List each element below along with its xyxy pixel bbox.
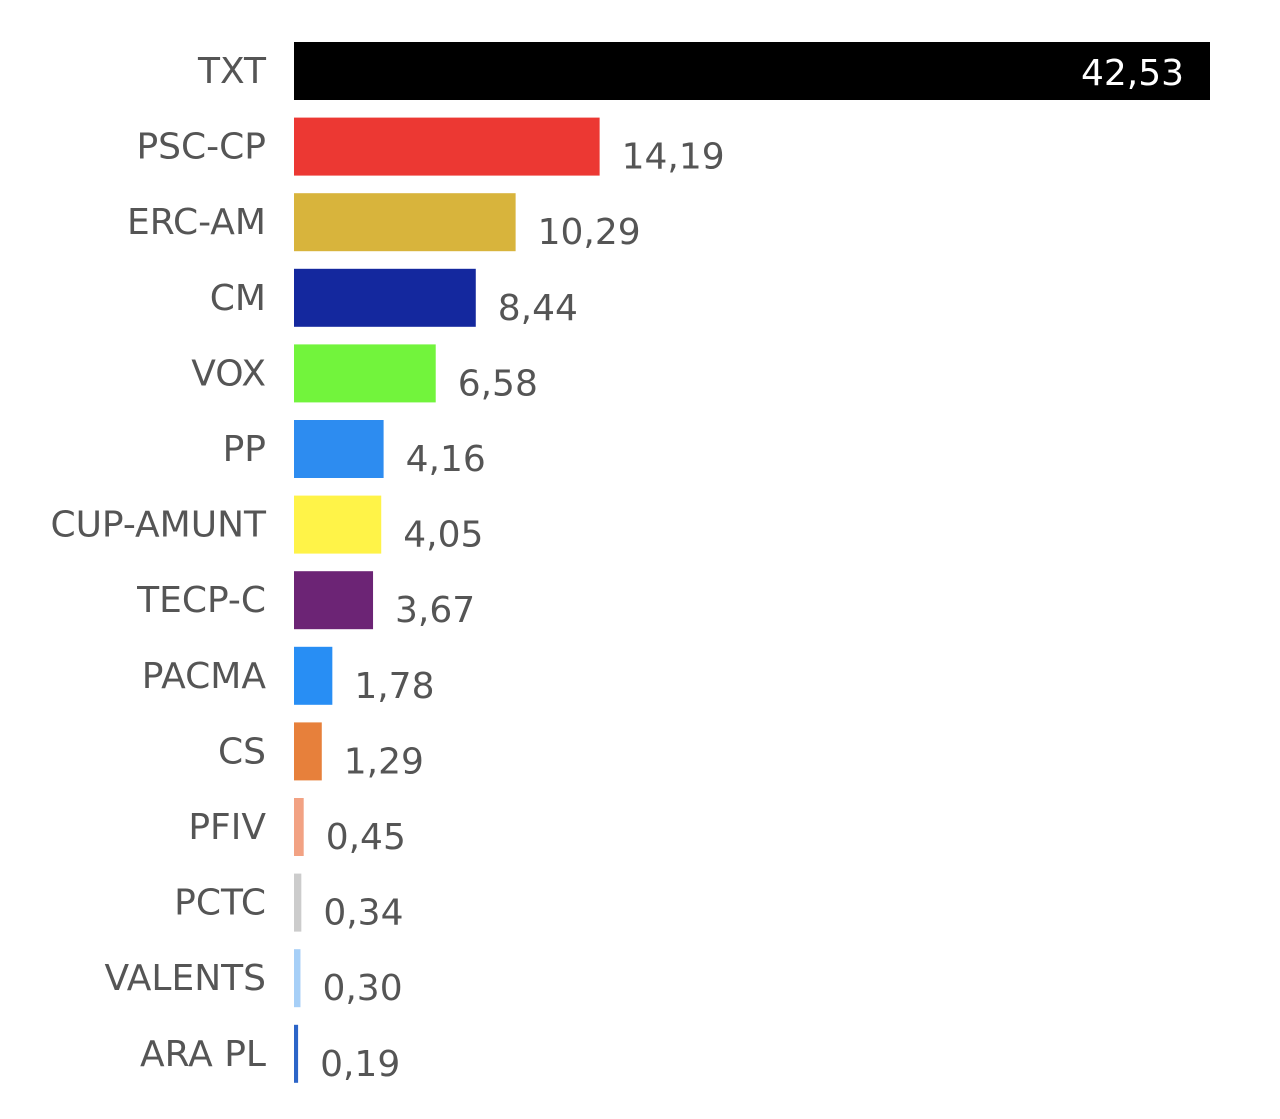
category-label-psc-cp: PSC-CP xyxy=(136,127,266,168)
category-labels: TXT PSC-CP ERC-AM CM VOX PP CUP-AMUNT TECP-C PAC… xyxy=(50,51,267,1075)
category-label-txt: TXT xyxy=(197,51,267,92)
bars-layer xyxy=(294,42,1210,1083)
bar-ara-pl xyxy=(294,1024,299,1083)
category-label-pctc: PCTC xyxy=(174,883,266,924)
value-label-cm: 8,44 xyxy=(498,288,578,329)
bar-pctc xyxy=(294,873,302,932)
value-label-tecp-c: 3,67 xyxy=(395,590,475,631)
category-label-ara-pl: ARA PL xyxy=(140,1034,266,1075)
category-label-cup-amunt: CUP-AMUNT xyxy=(50,505,267,546)
category-label-cm: CM xyxy=(210,278,266,319)
value-label-pacma: 1,78 xyxy=(354,666,434,707)
value-label-psc-cp: 14,19 xyxy=(622,137,725,178)
bar-vox xyxy=(294,344,436,403)
bar-pp xyxy=(294,420,384,478)
bar-cs xyxy=(294,722,322,781)
category-label-pacma: PACMA xyxy=(142,656,267,697)
value-label-pctc: 0,34 xyxy=(323,893,403,934)
category-label-tecp-c: TECP-C xyxy=(136,580,266,621)
value-label-txt: 42,53 xyxy=(1081,53,1184,94)
value-label-cup-amunt: 4,05 xyxy=(403,515,483,556)
bar-psc-cp xyxy=(294,117,600,176)
bar-pfiv xyxy=(294,798,304,856)
bar-cm xyxy=(294,268,476,327)
value-label-vox: 6,58 xyxy=(458,363,538,404)
value-label-cs: 1,29 xyxy=(344,741,424,782)
bar-tecp-c xyxy=(294,571,374,630)
value-labels: 42,53 14,19 10,29 8,44 6,58 4,16 4,05 3,67 1,78 1… xyxy=(320,53,1184,1085)
value-label-erc-am: 10,29 xyxy=(538,212,641,253)
value-label-pp: 4,16 xyxy=(406,439,486,480)
category-label-valents: VALENTS xyxy=(104,958,266,999)
category-label-cs: CS xyxy=(218,731,266,772)
value-label-pfiv: 0,45 xyxy=(326,817,406,858)
value-label-valents: 0,30 xyxy=(322,968,402,1009)
category-label-pp: PP xyxy=(223,429,266,470)
bar-txt xyxy=(294,42,1210,100)
bar-valents xyxy=(294,949,301,1008)
category-label-pfiv: PFIV xyxy=(188,807,266,848)
bar-erc-am xyxy=(294,193,516,252)
value-label-ara-pl: 0,19 xyxy=(320,1044,400,1085)
category-label-erc-am: ERC-AM xyxy=(127,202,266,243)
category-label-vox: VOX xyxy=(191,353,266,394)
bar-cup-amunt xyxy=(294,495,382,554)
bar-pacma xyxy=(294,646,333,705)
